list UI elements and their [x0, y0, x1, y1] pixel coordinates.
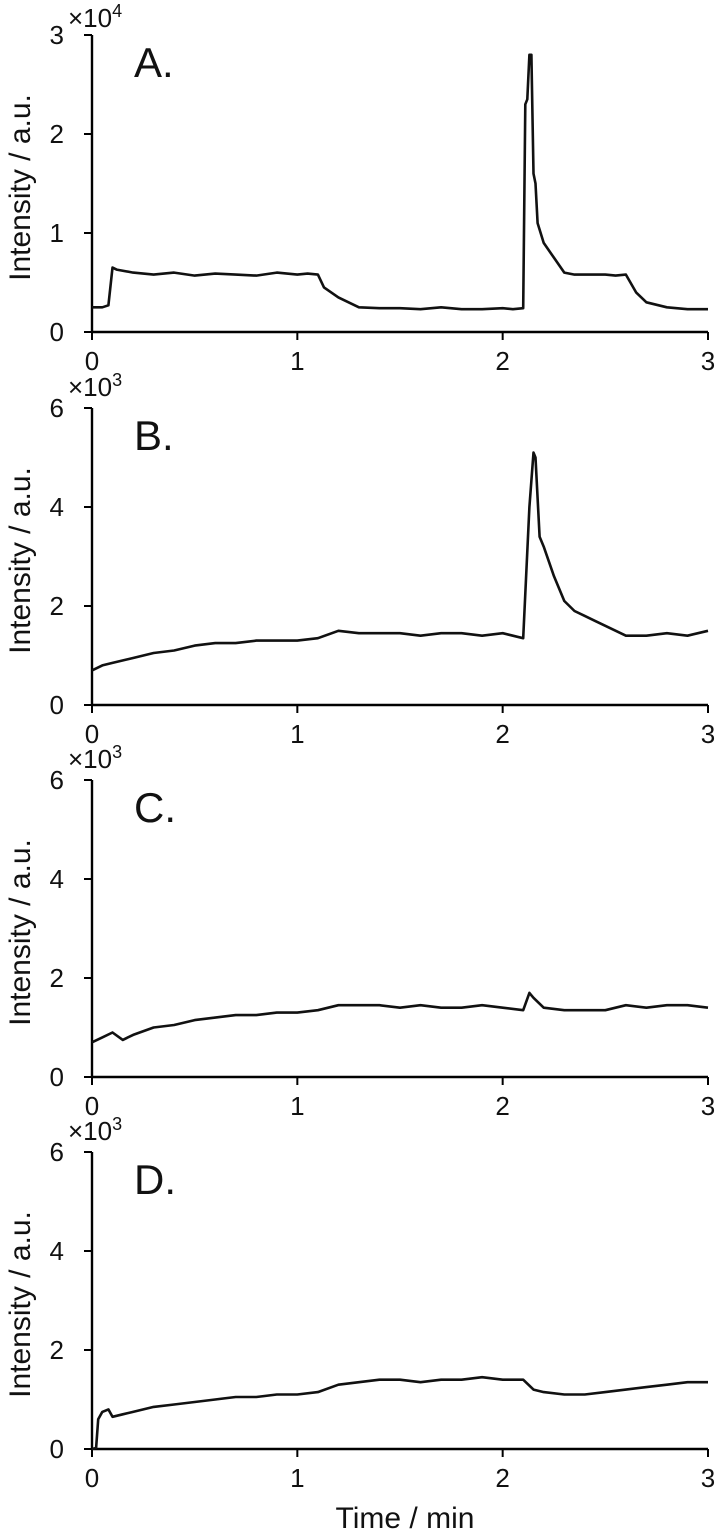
panel-c-multiplier: ×103: [68, 742, 122, 774]
panel-c-y-tick-label: 2: [50, 963, 64, 993]
panel-a-y-tick-label: 0: [50, 317, 64, 347]
panel-a-y-tick-label: 2: [50, 119, 64, 149]
panel-c-label: C.: [134, 784, 176, 831]
panel-d-label: D.: [134, 1156, 176, 1203]
panel-b-x-tick-label: 2: [495, 719, 509, 749]
panel-a-y-label: Intensity / a.u.: [4, 94, 37, 281]
panel-d-y-tick-label: 0: [50, 1434, 64, 1464]
panel-d-x-tick-label: 1: [290, 1463, 304, 1493]
panel-c-trace: [91, 991, 709, 1044]
panel-d-y-label: Intensity / a.u.: [4, 1211, 37, 1398]
panel-b-y-label: Intensity / a.u.: [4, 467, 37, 654]
panel-d-y-tick-label: 4: [50, 1236, 64, 1266]
panel-b-x-tick-label: 1: [290, 719, 304, 749]
panel-a-trace: [92, 53, 708, 311]
panel-c-y-tick-label: 0: [50, 1062, 64, 1092]
panel-a-x-tick-label: 0: [85, 346, 99, 376]
panel-d-y-tick-label: 6: [50, 1137, 64, 1167]
panel-b-y-tick-label: 4: [50, 492, 64, 522]
panel-c-y-tick-label: 6: [50, 765, 64, 795]
panel-b-x-tick-label: 0: [85, 719, 99, 749]
panel-b-multiplier: ×103: [68, 370, 122, 402]
panel-d-multiplier: ×103: [68, 1114, 122, 1146]
panel-b-trace: [91, 451, 709, 672]
panel-b-y-tick-label: 6: [50, 393, 64, 423]
panel-a-y-tick-label: 3: [50, 20, 64, 50]
panel-a-y-tick-label: 1: [50, 218, 64, 248]
panel-b-y-tick-label: 0: [50, 690, 64, 720]
panel-a-label: A.: [134, 39, 174, 86]
panel-c-y-tick-label: 4: [50, 864, 64, 894]
panel-b-x-tick-label: 3: [701, 719, 715, 749]
x-axis-label: Time / min: [336, 1502, 475, 1535]
panel-c-x-tick-label: 2: [495, 1091, 509, 1121]
panel-d-x-tick-label: 2: [495, 1463, 509, 1493]
panel-c-x-tick-label: 0: [85, 1091, 99, 1121]
panel-b-y-tick-label: 2: [50, 591, 64, 621]
panel-a-multiplier: ×104: [68, 1, 122, 33]
panel-d-trace: [91, 1375, 708, 1451]
panel-d-x-tick-label: 3: [701, 1463, 715, 1493]
panel-c-x-tick-label: 1: [290, 1091, 304, 1121]
panel-d-y-tick-label: 2: [50, 1335, 64, 1365]
panel-a-x-tick-label: 3: [701, 346, 715, 376]
panel-a-x-tick-label: 1: [290, 346, 304, 376]
panel-b-label: B.: [134, 412, 174, 459]
panel-a-x-tick-label: 2: [495, 346, 509, 376]
panel-c-y-label: Intensity / a.u.: [4, 839, 37, 1026]
panel-c-x-tick-label: 3: [701, 1091, 715, 1121]
panel-d-x-tick-label: 0: [85, 1463, 99, 1493]
